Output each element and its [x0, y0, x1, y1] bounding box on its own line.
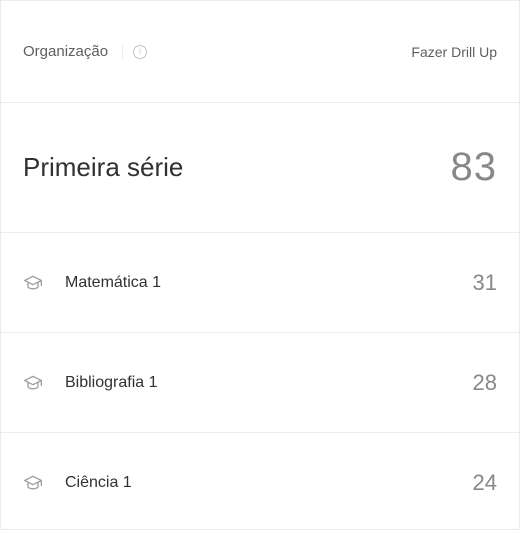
list-item-left: Matemática 1	[23, 273, 161, 293]
divider	[122, 45, 123, 59]
list-item-value: 31	[473, 270, 497, 296]
total-title: Primeira série	[23, 152, 183, 183]
total-value: 83	[451, 145, 498, 190]
list-item-value: 24	[473, 470, 497, 496]
organization-panel: Organização i Fazer Drill Up Primeira sé…	[0, 0, 520, 530]
list-item-label: Bibliografia 1	[65, 374, 158, 392]
list-item-label: Matemática 1	[65, 274, 161, 292]
graduation-cap-icon	[23, 273, 43, 293]
header-left: Organização i	[23, 43, 147, 60]
drill-up-link[interactable]: Fazer Drill Up	[411, 44, 497, 60]
info-icon[interactable]: i	[133, 45, 147, 59]
list-item-left: Ciência 1	[23, 473, 132, 493]
list-item-label: Ciência 1	[65, 474, 132, 492]
graduation-cap-icon	[23, 373, 43, 393]
list-item[interactable]: Bibliografia 1 28	[1, 333, 519, 433]
list-item-value: 28	[473, 370, 497, 396]
list-item[interactable]: Ciência 1 24	[1, 433, 519, 533]
list-item-left: Bibliografia 1	[23, 373, 158, 393]
panel-header: Organização i Fazer Drill Up	[1, 1, 519, 103]
total-row[interactable]: Primeira série 83	[1, 103, 519, 233]
header-title: Organização	[23, 43, 108, 60]
list-item[interactable]: Matemática 1 31	[1, 233, 519, 333]
graduation-cap-icon	[23, 473, 43, 493]
